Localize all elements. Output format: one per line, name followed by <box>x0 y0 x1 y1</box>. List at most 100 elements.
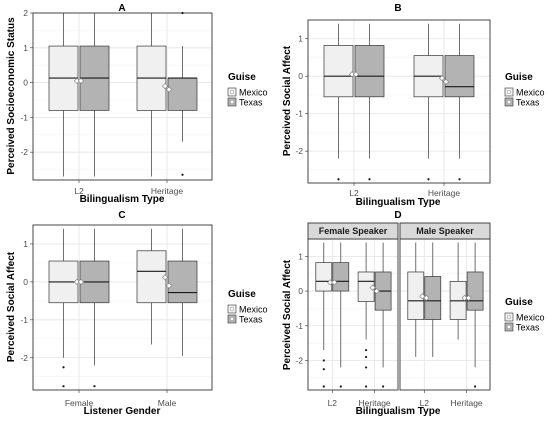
y-axis-label: Perceived Socioeconomic Status <box>6 17 17 175</box>
mean-diamond <box>352 71 360 78</box>
y-tick-label: 0 <box>298 71 303 81</box>
panel-title: A <box>118 3 125 14</box>
box-body <box>466 271 484 311</box>
panel-C: Female Male 1 0 -1 -2 C Listener Gender Perceive… <box>6 210 268 417</box>
box-body <box>323 45 354 98</box>
mean-diamond <box>438 74 446 82</box>
y-tick-label: -2 <box>20 147 28 157</box>
box-l2-texas <box>79 13 110 177</box>
legend-key-mean <box>229 306 235 312</box>
panel-border <box>32 224 213 391</box>
box-body <box>444 55 475 98</box>
legend-key-mean <box>229 99 235 105</box>
outlier-point <box>427 178 430 181</box>
panel-A: L2 Heritage 2 1 0 -1 -2 A Bilingualism Type Perce… <box>6 3 268 205</box>
box-l2-texas <box>354 23 385 181</box>
mean-diamond <box>369 284 376 291</box>
x-axis-label: Listener Gender <box>84 406 161 417</box>
outlier-point <box>322 368 325 371</box>
mean-diamond <box>423 294 430 302</box>
mean-diamond <box>77 77 85 84</box>
box-body <box>315 262 333 292</box>
x-tick-label: Female <box>65 398 94 408</box>
y-axis-label: Perceived Social Affect <box>6 251 17 362</box>
x-tick-label: Heritage <box>451 398 483 408</box>
x-tick-label: L2 <box>349 188 359 198</box>
x-axis-label: Bilingualism Type <box>356 406 441 417</box>
box-heritage-texas <box>444 23 475 181</box>
outlier-point <box>181 11 184 15</box>
legend-label: Mexico <box>516 313 545 323</box>
box-body <box>136 250 167 304</box>
legend-title: Guise <box>228 289 256 300</box>
outlier-point <box>181 173 184 176</box>
outlier-point <box>62 366 65 369</box>
panel-D: L2 Heritage Female Speaker L2 Heritage Male S… <box>282 210 545 417</box>
mean-diamond <box>465 294 472 302</box>
y-tick-label: 0 <box>23 78 28 88</box>
plot-background <box>308 239 398 390</box>
box-heritage-texas <box>167 11 198 176</box>
y-tick-label: -1 <box>20 315 28 325</box>
outlier-point <box>322 385 325 388</box>
mean-diamond <box>73 77 81 84</box>
facet-main: L2 Heritage <box>307 19 491 198</box>
box-l2-mexico <box>48 13 79 177</box>
outlier-point <box>365 366 368 369</box>
facet-strip-label: Male Speaker <box>416 226 474 236</box>
mean-diamond <box>161 82 169 90</box>
legend-label: Texas <box>516 98 540 108</box>
legend-key-mean <box>506 89 512 95</box>
y-tick-label: 1 <box>298 34 303 44</box>
panel-border <box>307 19 491 184</box>
mean-diamond <box>161 274 169 281</box>
box-body <box>354 45 385 98</box>
mean-diamond <box>73 278 81 285</box>
box-body <box>167 260 198 304</box>
outlier-point <box>93 385 96 388</box>
outlier-point <box>365 355 368 359</box>
y-tick-label: 1 <box>23 239 28 249</box>
panel-B: L2 Heritage 1 0 -1 -2 B Bilingualism Type Percei… <box>282 3 545 208</box>
outlier-point <box>62 385 65 388</box>
legend-key-mean <box>506 314 512 320</box>
y-axis-label: Perceived Social Affect <box>282 45 293 156</box>
y-tick-label: 1 <box>298 251 303 261</box>
legend-key-mean <box>229 316 235 322</box>
facet-strip <box>399 222 491 240</box>
legend-key-mean <box>506 324 512 330</box>
outlier-point <box>337 178 340 181</box>
y-tick-label: -2 <box>20 353 28 363</box>
x-tick-label: Male <box>158 398 177 408</box>
outlier-point <box>322 359 325 362</box>
y-tick-label: -1 <box>295 321 303 331</box>
box-heritage-mexico <box>449 242 467 340</box>
y-tick-label: -2 <box>295 355 303 365</box>
legend-key-mean <box>229 89 235 95</box>
x-tick-label: Heritage <box>428 188 460 198</box>
y-tick-label: 0 <box>23 277 28 287</box>
legend-label: Mexico <box>516 88 545 98</box>
y-tick-label: 0 <box>298 286 303 296</box>
box-female-texas <box>79 228 110 388</box>
outlier-point <box>368 178 371 181</box>
panel-title: B <box>394 3 401 14</box>
y-tick-label: 2 <box>23 8 28 18</box>
x-tick-label: L2 <box>328 398 338 408</box>
facet-female-speaker: L2 Heritage Female Speaker <box>307 222 399 408</box>
outlier-point <box>474 385 477 388</box>
y-tick-label: 1 <box>23 43 28 53</box>
legend-title: Guise <box>505 72 533 83</box>
mean-diamond <box>165 86 173 93</box>
legend-title: Guise <box>228 72 256 83</box>
y-tick-label: -1 <box>295 109 303 119</box>
outlier-point <box>458 178 461 181</box>
panel-title: D <box>394 210 401 221</box>
box-heritage-mexico <box>136 13 167 177</box>
box-l2-texas <box>424 242 442 358</box>
mean-diamond <box>327 279 334 286</box>
